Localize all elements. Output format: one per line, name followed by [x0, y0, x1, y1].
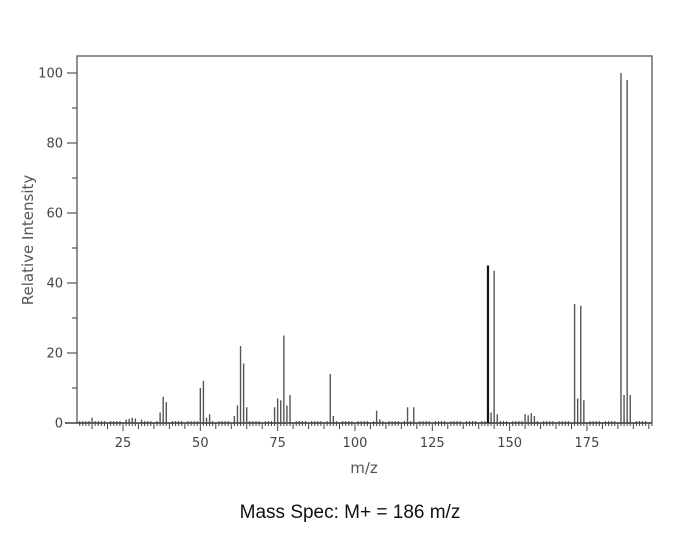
x-tick-label: 100 [343, 436, 368, 451]
y-tick-label: 40 [46, 277, 63, 292]
x-tick-label: 175 [575, 436, 600, 451]
plot-frame [65, 55, 653, 424]
chart-caption: Mass Spec: M+ = 186 m/z [239, 502, 461, 523]
y-axis-title: Relative Intensity [19, 175, 37, 306]
y-tick-label: 20 [46, 347, 63, 362]
y-axis: 0 20 40 60 80 100 [38, 67, 77, 432]
peak-bars [91, 73, 631, 423]
x-tick-label: 50 [192, 436, 209, 451]
y-tick-label: 80 [46, 137, 63, 152]
x-axis: 25 50 75 100 125 150 175 [79, 421, 653, 451]
x-tick-label: 125 [420, 436, 445, 451]
x-axis-title: m/z [350, 459, 378, 477]
frame-border [76, 55, 653, 423]
y-tick-label: 0 [55, 417, 63, 432]
x-tick-label: 75 [269, 436, 286, 451]
y-tick-label: 60 [46, 207, 63, 222]
x-tick-label: 150 [497, 436, 522, 451]
x-tick-label: 25 [115, 436, 132, 451]
y-tick-label: 100 [38, 67, 63, 82]
